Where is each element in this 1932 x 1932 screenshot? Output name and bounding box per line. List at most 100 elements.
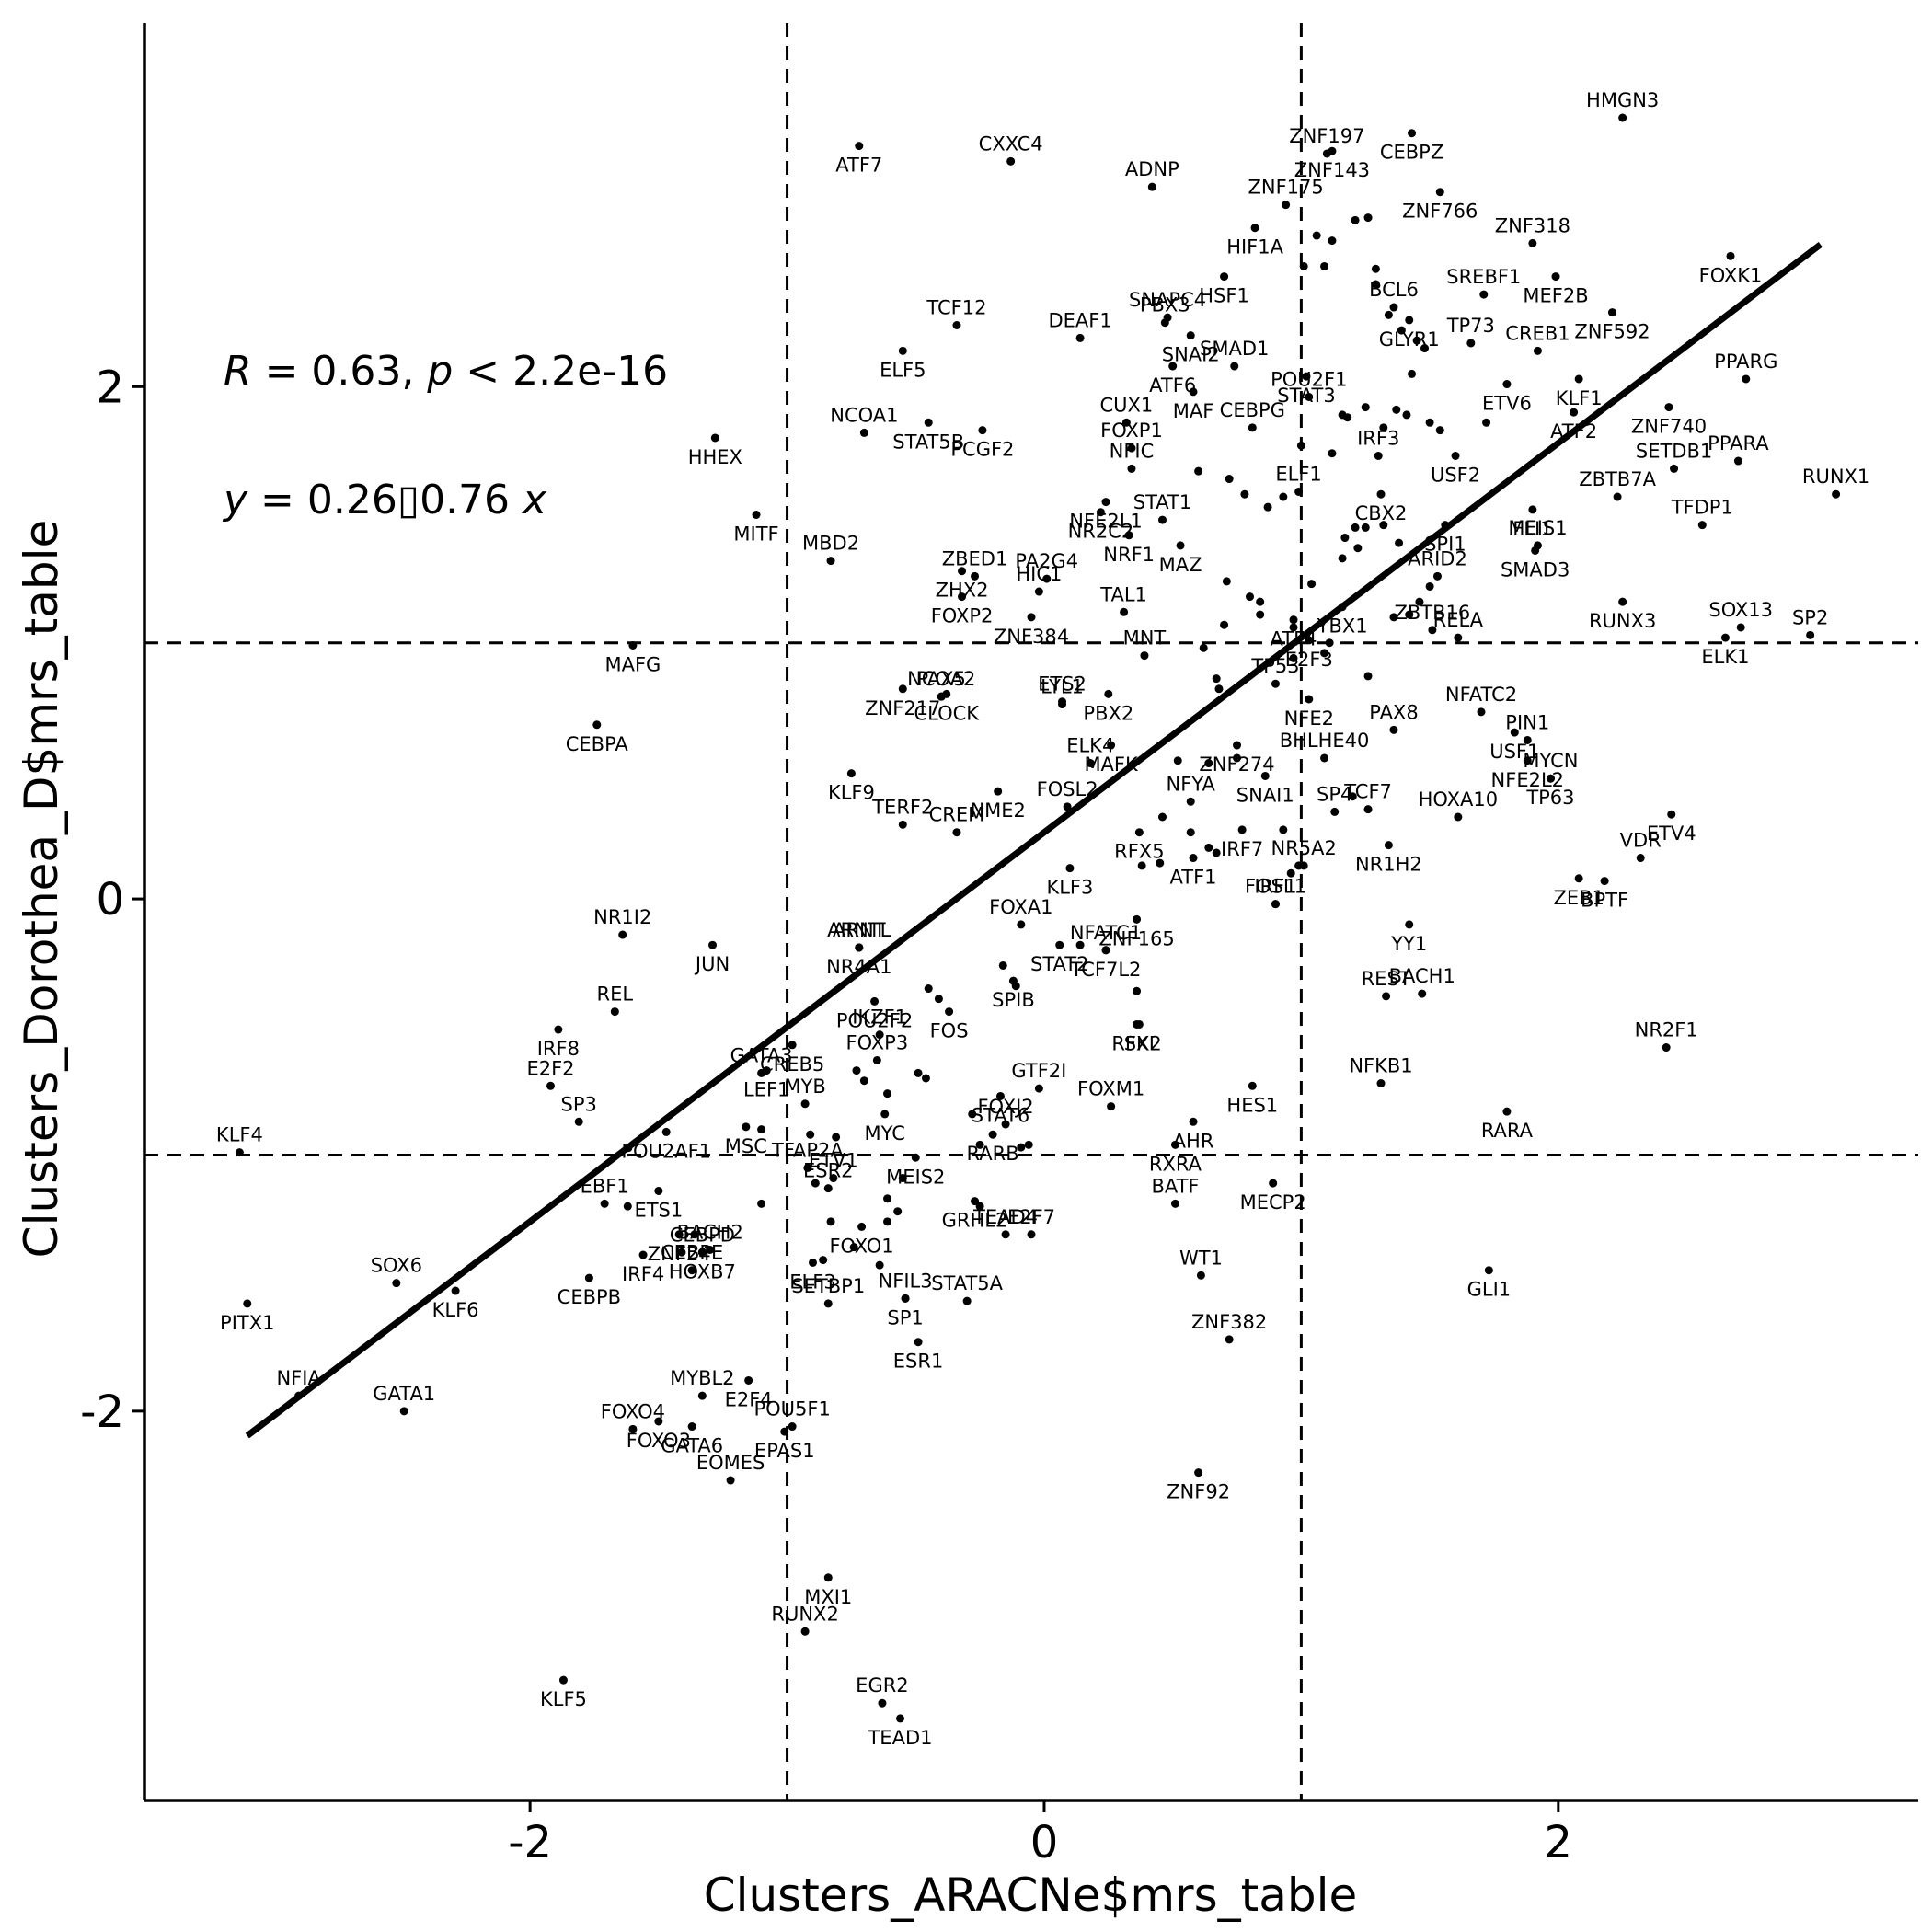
point-label: NFIL3	[879, 1270, 933, 1292]
point-label: BATF	[1151, 1175, 1199, 1197]
data-point	[971, 571, 980, 581]
data-point	[1502, 1107, 1512, 1116]
point-label: FOXM1	[1077, 1078, 1144, 1100]
data-point	[994, 787, 1003, 796]
point-label: ELK4	[1066, 735, 1114, 757]
data-point	[392, 1279, 401, 1288]
point-label: BHLHE40	[1280, 730, 1370, 752]
data-point	[1133, 986, 1142, 995]
data-point	[1170, 1140, 1179, 1149]
point-label: TCF12	[926, 296, 986, 318]
data-point	[1027, 1230, 1036, 1239]
point-label: ARID2	[1408, 547, 1467, 569]
point-label: ETV1	[809, 1150, 858, 1172]
point-label: ZHX2	[936, 580, 989, 602]
data-point	[600, 1199, 609, 1208]
eq-x: x	[521, 477, 547, 523]
point-label: TP63	[1525, 787, 1574, 809]
data-point	[618, 930, 627, 939]
data-point	[1305, 695, 1314, 704]
point-label: RARA	[1481, 1120, 1534, 1142]
reference-lines	[144, 23, 1918, 1800]
point-label: ZNF384	[994, 626, 1069, 648]
point-label: NR2F1	[1635, 1019, 1698, 1041]
data-point	[878, 1698, 887, 1708]
data-point	[1237, 825, 1247, 834]
data-point	[1806, 630, 1815, 639]
data-point	[1006, 156, 1016, 166]
data-point	[852, 1066, 861, 1075]
data-point	[1222, 577, 1231, 586]
data-point	[1305, 636, 1314, 645]
data-point	[895, 1714, 904, 1723]
point-label: SP1	[887, 1306, 923, 1328]
point-label: POU2F2	[836, 1009, 913, 1031]
data-point	[1402, 410, 1411, 420]
data-point	[1395, 538, 1404, 547]
data-point	[697, 1391, 707, 1400]
data-point	[546, 1081, 555, 1090]
point-label: STAT6	[972, 1104, 1029, 1126]
data-point	[1001, 1230, 1010, 1239]
correlation-text: R = 0.63, p < 2.2e-16	[224, 348, 668, 395]
point-label: AHR	[1173, 1130, 1214, 1152]
point-label: STAT3	[1277, 385, 1335, 407]
data-point	[1302, 372, 1311, 381]
data-point	[1286, 868, 1295, 878]
point-label: RFX5	[1114, 841, 1164, 863]
data-point	[1363, 213, 1373, 223]
point-label: FOXO4	[601, 1400, 665, 1422]
data-point	[1613, 492, 1622, 501]
data-point	[1140, 651, 1149, 661]
data-point	[1055, 940, 1064, 949]
point-label: RARB	[967, 1143, 1019, 1165]
data-point	[1225, 475, 1234, 484]
data-point	[898, 346, 907, 355]
point-label: ADNP	[1125, 158, 1179, 180]
data-point	[584, 1273, 593, 1282]
data-point	[1269, 1179, 1278, 1188]
point-label: FOXP3	[846, 1031, 909, 1053]
data-point	[1363, 805, 1373, 814]
data-point	[1432, 571, 1442, 581]
point-label: CBX2	[1355, 502, 1408, 524]
point-label: ESR2	[803, 1160, 854, 1182]
data-point	[1248, 423, 1257, 432]
data-point	[924, 984, 933, 994]
x-axis-title: Clusters_ARACNe$mrs_table	[704, 1869, 1358, 1922]
data-point	[1451, 451, 1460, 460]
data-point	[1214, 684, 1224, 694]
point-label: MEF2B	[1523, 285, 1588, 307]
data-point	[1435, 426, 1444, 435]
point-label: FOS	[930, 1020, 969, 1042]
data-point	[1726, 251, 1735, 260]
point-label: STAT5A	[931, 1272, 1003, 1294]
point-label: PCGF2	[950, 439, 1014, 461]
point-label: CREM	[929, 804, 985, 826]
data-point	[687, 1422, 696, 1432]
point-label: CEBPE	[661, 1242, 723, 1264]
point-label: NFATC2	[1445, 684, 1517, 706]
data-point	[1382, 992, 1391, 1001]
point-label: NCOA2	[907, 668, 975, 690]
point-label: NFE2	[1284, 707, 1334, 730]
data-point	[811, 1179, 820, 1188]
data-point	[1137, 861, 1146, 870]
data-point	[654, 1186, 663, 1195]
data-point	[1667, 810, 1676, 819]
point-label: MAZ	[1159, 554, 1202, 576]
point-label: MAFG	[604, 653, 661, 675]
data-point	[1408, 129, 1417, 138]
data-point	[1120, 607, 1129, 616]
point-label: ZNF274	[1199, 753, 1274, 776]
data-point	[880, 1110, 890, 1119]
data-point	[1186, 797, 1195, 806]
point-label: MITF	[733, 523, 778, 546]
point-label: E2F3	[1285, 649, 1333, 671]
point-label: SPIB	[992, 989, 1035, 1011]
point-label: STAT1	[1133, 491, 1191, 513]
point-label: SETDB1	[1636, 440, 1712, 462]
point-label: E2F7	[1007, 1206, 1055, 1228]
data-point	[1127, 464, 1136, 473]
data-point	[1351, 523, 1360, 532]
